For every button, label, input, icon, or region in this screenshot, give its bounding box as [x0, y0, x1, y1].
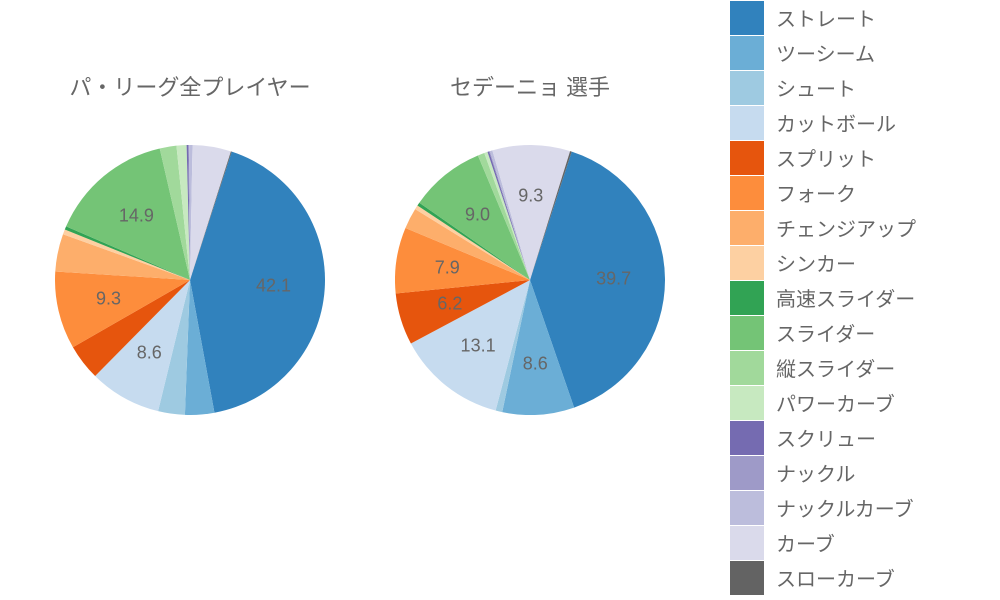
legend-label: 高速スライダー [776, 283, 915, 312]
legend: ストレートツーシームシュートカットボールスプリットフォークチェンジアップシンカー… [730, 0, 980, 595]
pie-slice-label: 14.9 [119, 205, 154, 226]
legend-item: シュート [730, 70, 980, 105]
legend-item: スライダー [730, 315, 980, 350]
chart-title-league: パ・リーグ全プレイヤー [40, 70, 340, 102]
legend-label: シンカー [776, 248, 856, 277]
legend-item: チェンジアップ [730, 210, 980, 245]
pie-slice-label: 9.3 [96, 289, 121, 310]
legend-item: スクリュー [730, 420, 980, 455]
legend-swatch [730, 316, 764, 350]
pie-slice-label: 42.1 [256, 275, 291, 296]
legend-label: ストレート [776, 3, 876, 32]
legend-item: 高速スライダー [730, 280, 980, 315]
legend-item: 縦スライダー [730, 350, 980, 385]
legend-label: スライダー [776, 318, 875, 347]
legend-swatch [730, 36, 764, 70]
legend-label: スローカーブ [776, 563, 895, 592]
legend-swatch [730, 561, 764, 595]
legend-item: パワーカーブ [730, 385, 980, 420]
pie-chart-player: 39.7 8.6 13.1 6.2 7.9 9.0 9.3 [395, 145, 665, 415]
legend-swatch [730, 71, 764, 105]
pie-slice-label: 8.6 [523, 353, 548, 374]
legend-swatch [730, 176, 764, 210]
legend-label: フォーク [776, 178, 856, 207]
pie-chart-league: 42.1 8.6 9.3 14.9 [55, 145, 325, 415]
legend-swatch [730, 491, 764, 525]
legend-item: ナックル [730, 455, 980, 490]
legend-label: ナックル [776, 458, 855, 487]
legend-swatch [730, 106, 764, 140]
legend-item: ストレート [730, 0, 980, 35]
legend-swatch [730, 456, 764, 490]
legend-label: ツーシーム [776, 38, 875, 67]
legend-label: ナックルカーブ [776, 493, 914, 522]
chart-canvas: { "background_color": "#ffffff", "text_c… [0, 0, 1000, 600]
legend-label: 縦スライダー [776, 353, 895, 382]
legend-item: ナックルカーブ [730, 490, 980, 525]
legend-label: パワーカーブ [776, 388, 895, 417]
pie-slice-label: 7.9 [435, 257, 460, 278]
legend-item: スローカーブ [730, 560, 980, 595]
legend-swatch [730, 421, 764, 455]
legend-item: ツーシーム [730, 35, 980, 70]
legend-item: カットボール [730, 105, 980, 140]
legend-swatch [730, 141, 764, 175]
legend-swatch [730, 526, 764, 560]
legend-item: フォーク [730, 175, 980, 210]
pie-slice-label: 39.7 [596, 269, 631, 290]
legend-item: スプリット [730, 140, 980, 175]
legend-swatch [730, 211, 764, 245]
pie-slice-label: 6.2 [437, 294, 462, 315]
legend-label: カットボール [776, 108, 896, 137]
pie-slice-label: 13.1 [461, 335, 496, 356]
chart-title-player: セデーニョ 選手 [380, 70, 680, 102]
legend-label: カーブ [776, 528, 835, 557]
pie-slice-label: 9.3 [518, 186, 543, 207]
legend-swatch [730, 281, 764, 315]
legend-label: シュート [776, 73, 856, 102]
legend-label: チェンジアップ [776, 213, 916, 242]
legend-swatch [730, 1, 764, 35]
legend-item: カーブ [730, 525, 980, 560]
pie-slice-label: 8.6 [137, 343, 162, 364]
legend-swatch [730, 386, 764, 420]
legend-item: シンカー [730, 245, 980, 280]
pie-slice-label: 9.0 [465, 204, 490, 225]
legend-label: スプリット [776, 143, 876, 172]
legend-label: スクリュー [776, 423, 876, 452]
legend-swatch [730, 351, 764, 385]
legend-swatch [730, 246, 764, 280]
